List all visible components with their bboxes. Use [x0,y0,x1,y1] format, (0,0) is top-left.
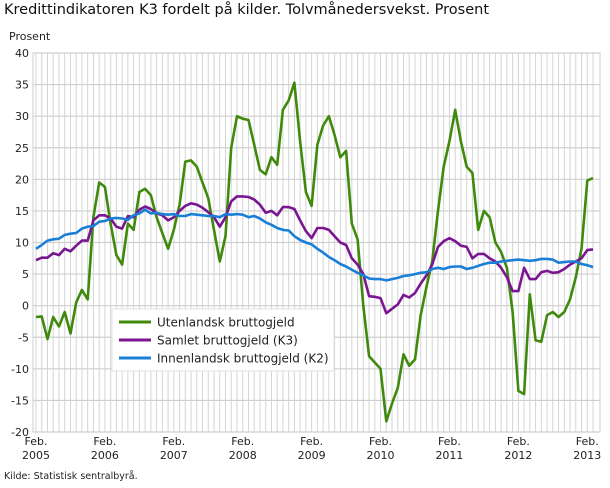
y-tick-label: 10 [15,237,29,250]
x-tick-year: 2005 [22,449,50,462]
legend: Utenlandsk bruttogjeld Samlet bruttogjeld… [111,308,335,372]
x-tick-year: 2012 [504,449,532,462]
series-line-2 [35,208,594,282]
x-tick-month: Feb. [300,435,323,448]
y-tick-label: 35 [15,79,29,92]
x-tick-year: 2011 [435,449,463,462]
y-tick-label: -10 [11,363,29,376]
chart-title: Kredittindikatoren K3 fordelt på kilder.… [4,2,490,18]
x-tick-year: 2010 [367,449,395,462]
y-tick-label: 20 [15,173,29,186]
x-tick-year: 2009 [298,449,326,462]
y-tick-label: 15 [15,205,29,218]
legend-label: Samlet bruttogjeld (K3) [157,334,298,348]
legend-label: Utenlandsk bruttogjeld [157,316,295,330]
x-tick-month: Feb. [93,435,116,448]
x-tick-month: Feb. [438,435,461,448]
x-tick-year: 2008 [229,449,257,462]
x-tick-month: Feb. [576,435,599,448]
x-tick-month: Feb. [162,435,185,448]
legend-label: Innenlandsk bruttogjeld (K2) [157,352,329,366]
y-tick-label: -20 [11,426,29,439]
y-tick-label: 40 [15,47,29,60]
x-tick-month: Feb. [507,435,530,448]
y-tick-label: 30 [15,110,29,123]
y-axis-label: Prosent [9,30,51,43]
series-line-1 [35,195,594,315]
x-tick-year: 2007 [160,449,188,462]
x-tick-month: Feb. [25,435,48,448]
x-tick-month: Feb. [369,435,392,448]
x-tick-year: 2013 [573,449,601,462]
series-line-0 [35,81,594,423]
y-tick-label: 25 [15,142,29,155]
y-tick-label: 5 [22,268,29,281]
y-tick-label: -15 [11,394,29,407]
source-note: Kilde: Statistisk sentralbyrå. [4,471,138,482]
y-tick-label: 0 [22,300,29,313]
y-tick-label: -5 [18,331,29,344]
x-tick-year: 2006 [91,449,119,462]
x-tick-month: Feb. [231,435,254,448]
